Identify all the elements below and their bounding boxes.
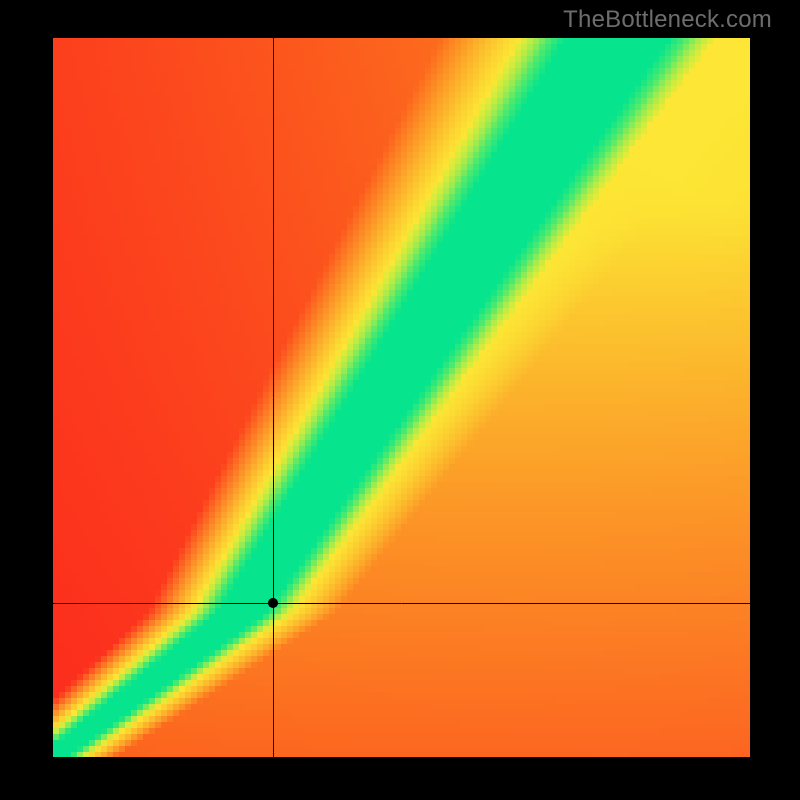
attribution-label: TheBottleneck.com [563,6,772,34]
plot-area [53,38,750,757]
chart-container: TheBottleneck.com [0,0,800,800]
heatmap-canvas [53,38,750,757]
